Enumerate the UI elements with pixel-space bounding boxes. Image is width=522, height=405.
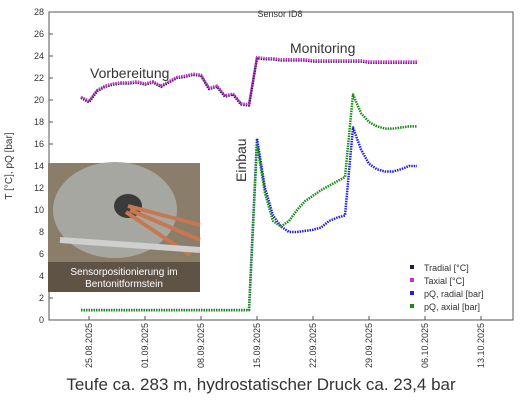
series-line [80,55,417,106]
legend-marker [410,278,414,282]
legend-label: pQ, axial [bar] [424,302,480,312]
y-tick-label: 20 [34,95,44,105]
annotation: Einbau [233,138,249,182]
y-tick-label: 24 [34,51,44,61]
y-tick-label: 4 [39,271,44,281]
y-tick-label: 26 [34,29,44,39]
y-tick-label: 18 [34,117,44,127]
y-tick-label: 22 [34,73,44,83]
legend-label: Taxial [°C] [424,276,465,286]
caption: Teufe ca. 283 m, hydrostatischer Druck c… [66,375,456,394]
y-tick-label: 14 [34,161,44,171]
x-tick-label: 15.09.2025 [252,323,262,368]
legend-marker [410,304,414,308]
photo-caption-bg [48,262,200,292]
series-line [81,93,417,312]
legend-label: pQ, radial [bar] [424,289,484,299]
y-tick-label: 8 [39,227,44,237]
annotation: Vorbereitung [90,65,169,81]
x-tick-label: 01.09.2025 [140,323,150,368]
y-tick-label: 6 [39,249,44,259]
y-tick-label: 12 [34,183,44,193]
x-tick-label: 13.10.2025 [476,323,486,368]
legend-marker [410,291,414,295]
x-tick-label: 22.09.2025 [308,323,318,368]
y-tick-label: 0 [39,315,44,325]
x-tick-label: 08.09.2025 [196,323,206,368]
annotation: Monitoring [290,40,355,56]
photo-rod [59,237,201,253]
y-tick-label: 16 [34,139,44,149]
inset-caption: Sensorpositionierung im Bentonitformstein [70,267,177,290]
y-tick-label: 10 [34,205,44,215]
x-tick-label: 06.10.2025 [420,323,430,368]
y-axis-label: T [°C], pQ [bar] [4,132,15,199]
legend-marker [410,265,414,269]
x-tick-label: 25.08.2025 [84,323,94,368]
y-tick-label: 28 [34,7,44,17]
x-tick-label: 29.09.2025 [364,323,374,368]
legend-label: Tradial [°C] [424,263,469,273]
chart-title: Sensor ID8 [257,9,302,19]
inset-photo: Sensorpositionierung im Bentonitformstein [48,162,201,292]
y-tick-label: 2 [39,293,44,303]
